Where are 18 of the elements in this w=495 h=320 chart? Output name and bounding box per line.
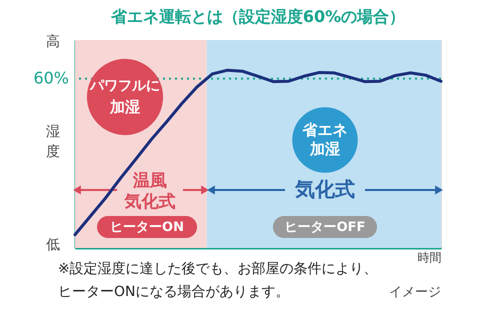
x-axis-title: 時間 (418, 250, 442, 264)
chart-title: 省エネ運転とは（設定湿度60%の場合） (110, 7, 406, 26)
text: 高 (46, 34, 60, 50)
annotation: 省エネ (302, 121, 348, 139)
text: 低 (46, 237, 60, 253)
annotation: 加湿 (309, 140, 340, 158)
annotation: 温風 (132, 171, 167, 191)
annotation: 気化式 (124, 192, 176, 212)
text: 60% (33, 68, 69, 88)
text: ※設定湿度に達した後でも、お部屋の条件により、 (58, 261, 378, 277)
annotation: ヒーターON (110, 220, 184, 235)
annotation: 加湿 (109, 98, 140, 116)
annotation: ヒーターOFF (284, 220, 366, 235)
annotation: パワフルに (89, 78, 160, 94)
y-axis-title: 湿度 (46, 124, 60, 160)
annotation: 気化式 (294, 177, 355, 201)
text: ヒーターONになる場合があります。 (58, 284, 290, 300)
text: イメージ (389, 285, 441, 300)
